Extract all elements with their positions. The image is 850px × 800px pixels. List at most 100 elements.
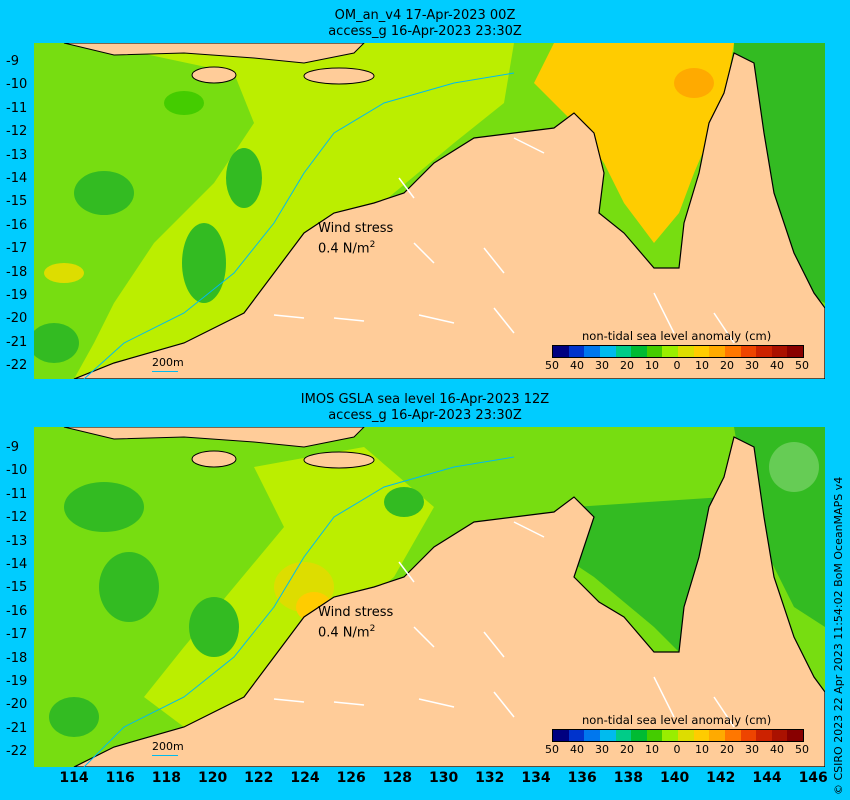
latitude-tick-label: -18: [6, 650, 28, 666]
colorbar-swatch: [678, 346, 694, 357]
latitude-tick-label: -12: [6, 510, 28, 526]
longitude-tick-label: 114: [59, 770, 89, 786]
longitude-tick-label: 144: [752, 770, 782, 786]
colorbar-tick-label: 50: [545, 359, 559, 372]
colorbar-swatch: [568, 346, 585, 357]
island: [191, 66, 237, 84]
longitude-tick-label: 116: [105, 770, 135, 786]
colorbar-tick-label: 50: [795, 743, 809, 756]
latitude-tick-label: -17: [6, 241, 28, 257]
colorbar-swatch: [615, 346, 632, 357]
longitude-tick-label: 128: [382, 770, 412, 786]
bottom-panel-title: IMOS GSLA sea level 16-Apr-2023 12Z: [300, 392, 550, 407]
island: [191, 450, 237, 468]
colorbar-tick-label: 30: [745, 359, 759, 372]
colorbar-swatch: [787, 346, 803, 357]
colorbar-ticks: 50 40 30 20 10 0 10 20 30 40 50: [540, 743, 814, 757]
colorbar-tick-label: 50: [795, 359, 809, 372]
longitude-tick-label: 126: [336, 770, 366, 786]
anomaly-high: [674, 68, 714, 98]
latitude-tick-label: -9: [6, 54, 19, 69]
colorbar-swatch: [568, 730, 585, 741]
colorbar-swatch: [599, 730, 616, 741]
latitude-tick-label: -20: [6, 311, 28, 327]
colorbar-swatch: [740, 730, 757, 741]
longitude-tick-label: 118: [151, 770, 181, 786]
top-panel-subtitle: access_g 16-Apr-2023 23:30Z: [328, 24, 522, 39]
latitude-tick-label: -16: [6, 217, 28, 233]
colorbar-tick-label: 40: [570, 743, 584, 756]
colorbar-tick-label: 10: [645, 743, 659, 756]
longitude-tick-label: 132: [475, 770, 505, 786]
latitude-tick-label: -14: [6, 557, 28, 572]
colorbar-tick-label: 10: [695, 359, 709, 372]
bathymetry-legend-line: [152, 755, 178, 756]
longitude-tick-label: 140: [659, 770, 690, 786]
colorbar-swatch: [756, 346, 772, 357]
colorbar-swatch: [599, 346, 616, 357]
colorbar-tick-label: 30: [595, 743, 609, 756]
latitude-tick-label: -21: [6, 720, 28, 736]
colorbar-swatch: [709, 346, 725, 357]
wind-stress-label: Wind stress 0.4 N/m2: [318, 605, 394, 641]
anomaly-low: [226, 148, 262, 208]
bottom-map-canvas: [34, 427, 825, 767]
colorbar-title: non-tidal sea level anomaly (cm): [582, 713, 772, 727]
longitude-tick-label: 120: [197, 770, 228, 786]
anomaly-low: [74, 171, 134, 215]
colorbar-swatch: [584, 730, 600, 741]
bathymetry-legend-line: [152, 371, 178, 372]
colorbar-swatch: [787, 730, 803, 741]
longitude-tick-label: 146: [798, 770, 828, 786]
latitude-tick-label: -19: [6, 288, 28, 303]
latitude-tick-label: -15: [6, 194, 28, 210]
longitude-tick-label: 136: [567, 770, 597, 786]
bathymetry-label: 200m: [152, 740, 184, 753]
colorbar-tick-label: 20: [720, 743, 734, 756]
anomaly-low: [99, 552, 159, 622]
longitude-tick-label: 138: [613, 770, 643, 786]
colorbar-swatch: [693, 346, 710, 357]
colorbar-tick-label: 40: [770, 743, 784, 756]
credit-text: © CSIRO 2023 22 Apr 2023 11:54:02 BoM Oc…: [832, 476, 845, 795]
anomaly-low: [189, 597, 239, 657]
colorbar-swatch: [724, 346, 741, 357]
colorbar-tick-label: 30: [595, 359, 609, 372]
colorbar-swatch: [709, 730, 725, 741]
latitude-tick-label: -22: [6, 358, 28, 374]
colorbar-swatch: [646, 346, 663, 357]
anomaly-low: [769, 442, 819, 492]
colorbar-tick-label: 0: [673, 743, 681, 756]
colorbar: [552, 729, 804, 742]
top-map-canvas: [34, 43, 825, 379]
latitude-tick-label: -12: [6, 124, 28, 140]
wind-arrows: [273, 521, 735, 728]
colorbar-swatch: [724, 730, 741, 741]
colorbar: [552, 345, 804, 358]
colorbar-tick-label: 20: [620, 359, 634, 372]
top-map-panel: Wind stress 0.4 N/m2 200m non-tidal sea l…: [34, 43, 825, 379]
timor-island: [303, 67, 375, 85]
colorbar-tick-label: 50: [545, 743, 559, 756]
wind-arrows: [273, 137, 735, 344]
longitude-tick-label: 124: [290, 770, 320, 786]
bathymetry-contour: [83, 456, 515, 767]
bathymetry-label: 200m: [152, 356, 184, 369]
anomaly-low: [384, 487, 424, 517]
colorbar-swatch: [615, 730, 632, 741]
latitude-tick-label: -14: [6, 171, 28, 186]
latitude-tick-label: -10: [6, 463, 28, 479]
latitude-tick-label: -19: [6, 674, 28, 689]
latitude-tick-label: -9: [6, 440, 19, 455]
bathymetry-contour: [83, 72, 515, 379]
latitude-tick-label: -13: [6, 147, 28, 163]
colorbar-tick-label: 40: [570, 359, 584, 372]
colorbar-swatch: [662, 346, 678, 357]
colorbar-swatch: [646, 730, 663, 741]
longitude-tick-label: 134: [521, 770, 551, 786]
colorbar-swatch: [740, 346, 757, 357]
latitude-tick-label: -16: [6, 603, 28, 619]
latitude-tick-label: -15: [6, 580, 28, 596]
latitude-tick-label: -11: [6, 100, 28, 116]
latitude-tick-label: -18: [6, 264, 28, 280]
